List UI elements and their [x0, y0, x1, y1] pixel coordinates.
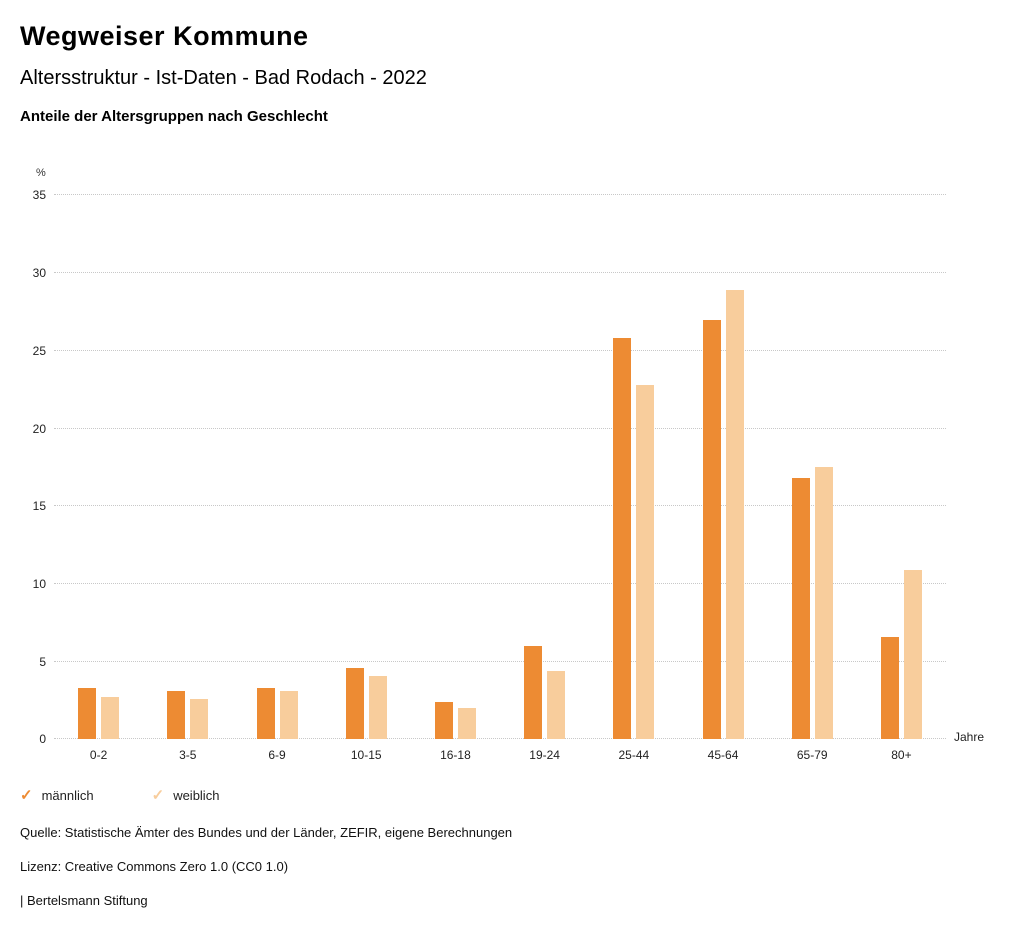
y-axis-unit-label: %	[36, 167, 46, 180]
gridline	[54, 194, 946, 196]
bar-group-80+	[857, 195, 946, 740]
bar-weiblich-80+[interactable]	[903, 569, 922, 740]
legend-label: weiblich	[173, 788, 220, 804]
x-axis-labels: 0-2 3-5 6-9 10-15 16-18 19-24 25-44 45-64 65-79 8…	[54, 748, 946, 762]
gridline	[54, 505, 946, 507]
x-tick-label-65-79: 65-79	[796, 748, 828, 763]
y-tick-label: 15	[32, 499, 46, 514]
bar-weiblich-3-5[interactable]	[190, 698, 209, 740]
x-tick-label-10-15: 10-15	[350, 748, 382, 763]
bar-männlich-6-9[interactable]	[256, 688, 275, 740]
attribution: | Bertelsmann Stiftung	[20, 892, 148, 908]
bar-groups	[54, 195, 946, 740]
bar-männlich-65-79[interactable]	[791, 478, 810, 740]
bar-group-65-79	[768, 195, 857, 740]
bar-weiblich-65-79[interactable]	[814, 467, 833, 740]
x-tick-label-16-18: 16-18	[440, 748, 471, 763]
legend-label: männlich	[41, 788, 94, 804]
check-icon: ✓	[151, 787, 165, 805]
chart-title: Anteile der Altersgruppen nach Geschlech…	[20, 108, 328, 126]
bar-group-10-15	[322, 195, 411, 740]
x-tick-label-80+: 80+	[891, 748, 912, 763]
gridline	[54, 427, 946, 429]
bar-group-6-9	[232, 195, 321, 740]
bar-männlich-25-44[interactable]	[613, 338, 632, 740]
legend-item-männlich[interactable]: ✓ männlich	[20, 788, 94, 803]
bar-weiblich-19-24[interactable]	[547, 671, 566, 740]
x-axis-unit-label: Jahre	[954, 730, 985, 745]
bar-group-3-5	[143, 195, 232, 740]
bar-männlich-80+[interactable]	[880, 636, 899, 740]
y-tick-label: 20	[32, 421, 46, 436]
gridline	[54, 660, 946, 662]
bar-group-19-24	[500, 195, 589, 740]
bar-weiblich-10-15[interactable]	[368, 675, 387, 740]
source-note: Quelle: Statistische Ämter des Bundes un…	[20, 825, 513, 841]
x-axis: 0-2 3-5 6-9 10-15 16-18 19-24 25-44 45-64 65-79 8…	[20, 748, 1004, 762]
x-tick-label-19-24: 19-24	[529, 748, 560, 763]
bar-männlich-16-18[interactable]	[434, 702, 453, 740]
license-note: Lizenz: Creative Commons Zero 1.0 (CC0 1…	[20, 858, 289, 874]
page-subtitle: Altersstruktur - Ist-Daten - Bad Rodach …	[20, 67, 427, 90]
y-axis: 0 5 10 15 20 25 30 35	[20, 188, 54, 746]
page-title: Wegweiser Kommune	[20, 21, 309, 51]
bar-männlich-19-24[interactable]	[524, 646, 543, 740]
bar-group-0-2	[54, 195, 143, 740]
y-tick-label: 35	[32, 188, 46, 203]
legend: ✓ männlich ✓ weiblich	[20, 788, 1004, 803]
bar-männlich-0-2[interactable]	[78, 688, 97, 740]
x-tick-label-25-44: 25-44	[618, 748, 650, 763]
gridline	[54, 738, 946, 740]
bar-weiblich-16-18[interactable]	[457, 708, 476, 740]
bar-männlich-45-64[interactable]	[702, 319, 721, 740]
y-tick-label: 25	[32, 343, 46, 358]
bar-weiblich-0-2[interactable]	[101, 697, 120, 740]
bar-group-45-64	[678, 195, 767, 740]
y-tick-label: 30	[32, 266, 46, 281]
gridline	[54, 272, 946, 274]
gridline	[54, 582, 946, 584]
plot-row: 0 5 10 15 20 25 30 35 Jahre	[20, 188, 1004, 746]
chart: % 0 5 10 15 20 25 30 35 Jahre 0-2 3-5 6-9 10-15 16-…	[20, 167, 1004, 763]
x-tick-label-3-5: 3-5	[179, 748, 197, 763]
legend-item-weiblich[interactable]: ✓ weiblich	[152, 788, 220, 803]
x-tick-label-45-64: 45-64	[707, 748, 739, 763]
check-icon: ✓	[20, 787, 33, 805]
bar-group-25-44	[589, 195, 678, 740]
bar-group-16-18	[411, 195, 500, 740]
y-tick-label: 5	[39, 654, 46, 669]
plot-area: Jahre	[54, 194, 984, 744]
x-tick-label-6-9: 6-9	[268, 748, 286, 763]
x-axis-spacer	[20, 748, 54, 762]
bar-weiblich-25-44[interactable]	[636, 385, 655, 740]
y-tick-label: 0	[39, 732, 46, 747]
y-tick-label: 10	[32, 576, 46, 591]
gridline	[54, 349, 946, 351]
bar-männlich-10-15[interactable]	[345, 667, 364, 740]
bar-weiblich-6-9[interactable]	[279, 691, 298, 740]
bar-weiblich-45-64[interactable]	[725, 290, 744, 740]
footer: Quelle: Statistische Ämter des Bundes un…	[20, 825, 1004, 908]
bar-männlich-3-5[interactable]	[167, 691, 186, 740]
page: Wegweiser Kommune Altersstruktur - Ist-D…	[20, 21, 1004, 908]
x-tick-label-0-2: 0-2	[89, 748, 108, 763]
